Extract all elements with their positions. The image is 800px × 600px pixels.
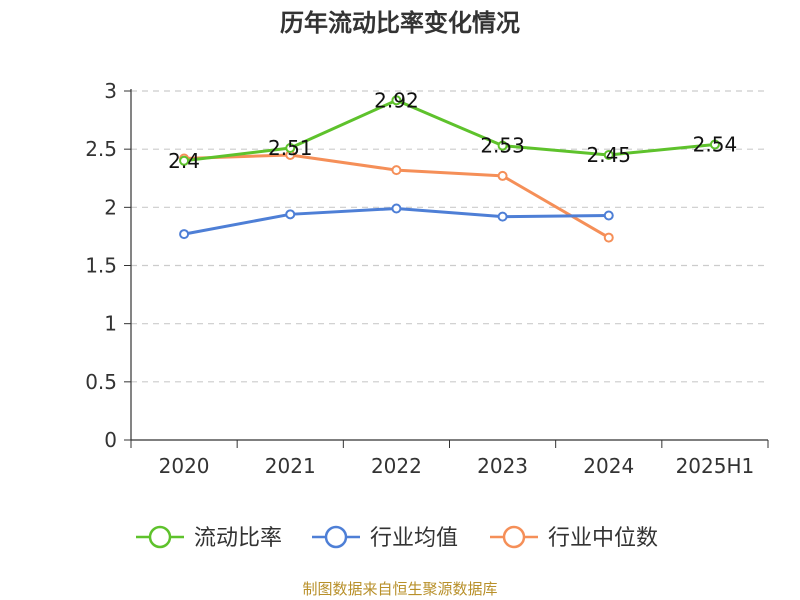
legend-marker-icon [324,525,348,549]
data-label: 2.53 [480,134,525,158]
legend-item[interactable]: 流动比率 [136,525,282,551]
data-point[interactable] [603,149,614,160]
data-point[interactable] [179,229,190,240]
data-label: 2.54 [693,133,738,157]
grid-lines [131,90,768,383]
x-tick-label: 2020 [159,454,210,478]
series-0 [179,95,720,166]
data-point[interactable] [603,232,614,243]
series-line [182,98,717,163]
data-point[interactable] [709,139,720,150]
legend-label: 行业中位数 [548,526,658,551]
legend-marker-icon [148,525,172,549]
x-tick-label: 2021 [265,454,316,478]
data-point[interactable] [603,210,614,221]
chart-title: 历年流动比率变化情况 [280,9,520,37]
data-point[interactable] [497,211,508,222]
data-point[interactable] [285,143,296,154]
y-tick-label: 1.5 [85,254,117,278]
data-point[interactable] [497,140,508,151]
y-tick-label: 1 [104,312,117,336]
legend-item[interactable]: 行业中位数 [490,525,658,551]
data-label: 2.92 [374,88,419,112]
data-point[interactable] [391,95,402,106]
y-tick-label: 0 [104,428,117,452]
data-point[interactable] [285,209,296,220]
data-point[interactable] [179,155,190,166]
legend-item[interactable]: 行业均值 [312,525,458,551]
series-2 [179,149,614,243]
x-tick-label: 2024 [583,454,634,478]
x-tick-label: 2023 [477,454,528,478]
legend[interactable]: 流动比率 行业均值 行业中位数 [136,525,658,551]
series-1 [179,203,614,240]
data-labels: 2.4 2.51 2.92 2.53 2.45 2.54 [168,88,737,172]
y-tick-label: 2.5 [85,137,117,161]
x-tick-label: 2022 [371,454,422,478]
series-group [179,95,720,243]
legend-label: 流动比率 [194,526,282,551]
legend-label: 行业均值 [370,526,458,551]
data-point[interactable] [391,203,402,214]
y-tick-label: 2 [104,195,117,219]
y-tick-label: 3 [104,79,117,103]
source-note: 制图数据来自恒生聚源数据库 [302,580,497,598]
y-tick-label: 0.5 [85,370,117,394]
data-label: 2.4 [168,149,200,173]
data-point[interactable] [497,170,508,181]
data-point[interactable] [391,165,402,176]
legend-marker-icon [502,525,526,549]
data-label: 2.51 [268,136,313,160]
x-tick-label: 2025H1 [676,454,755,478]
data-label: 2.45 [586,143,631,167]
